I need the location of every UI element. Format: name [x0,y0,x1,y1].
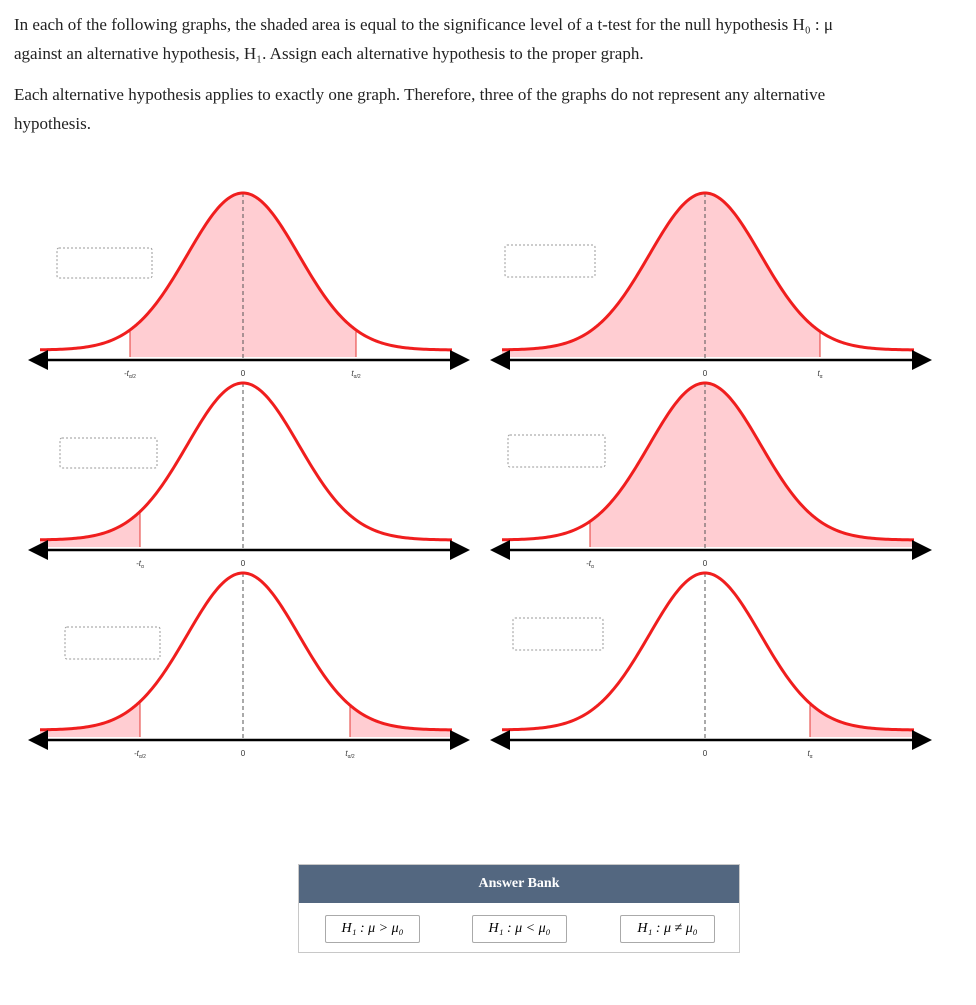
axis-label: -tα/2 [124,369,136,380]
curve [501,571,915,732]
shaded-area [40,701,140,737]
shaded-area [590,383,914,547]
curve [39,191,453,352]
curve [39,381,453,542]
curve [39,571,453,732]
axis-label: 0 [703,559,708,568]
curve [501,191,915,352]
axis-label: tα/2 [345,749,355,760]
answer-option[interactable]: H₁ : μ > μ₀ [325,915,420,943]
shaded-area [130,193,356,357]
axis-label: tα/2 [351,369,361,380]
label-sub: α/2 [139,754,146,760]
axis-label: -tα/2 [134,749,146,760]
label-main: -t [136,559,142,568]
axis-label: 0 [241,559,246,568]
intro-line: In each of the following graphs, the sha… [14,15,833,34]
label-sub: α/2 [348,754,355,760]
drop-target[interactable] [507,434,606,468]
intro: In each of the following graphs, the sha… [14,10,833,68]
label-main: -t [134,749,140,758]
label-main: -t [586,559,592,568]
label-sub: α [810,754,813,760]
label-main: 0 [703,369,708,378]
label-main: -t [124,369,130,378]
axis-label: 0 [703,749,708,758]
axis-label: 0 [241,369,246,378]
note-line: Each alternative hypothesis applies to e… [14,85,826,104]
axis-label: -tα [136,559,144,570]
label-main: t [345,749,348,758]
label-main: 0 [703,749,708,758]
label-sub: α/2 [129,374,136,380]
drop-target[interactable] [59,437,158,469]
graphs: -tα/2 0 tα/2 0 tα-tα 0 -tα 0-tα/2 0 tα/2 0 tα [28,191,932,760]
axis-label: 0 [703,369,708,378]
label-main: 0 [703,559,708,568]
label-sub: α/2 [354,374,361,380]
answer-bank-title: Answer Bank [299,865,739,903]
note-line: hypothesis. [14,114,91,133]
label-main: 0 [241,749,246,758]
shaded-area [502,193,820,357]
shaded-area [350,705,452,737]
intro-line: against an alternative hypothesis, H₁. A… [14,44,644,63]
axis-label: tα [807,749,812,760]
label-sub: α [820,374,823,380]
answer-option[interactable]: H₁ : μ ≠ μ₀ [620,915,715,943]
drop-target[interactable] [64,626,161,660]
axis-label: tα [817,369,822,380]
label-main: t [817,369,820,378]
label-main: 0 [241,369,246,378]
axis-label: 0 [241,749,246,758]
label-main: t [807,749,810,758]
label-main: t [351,369,354,378]
drop-target[interactable] [56,247,153,279]
answer-bank: Answer Bank H₁ : μ > μ₀ H₁ : μ < μ₀ H₁ :… [298,864,740,953]
note: Each alternative hypothesis applies to e… [14,80,825,138]
drop-target[interactable] [504,244,596,278]
drop-target[interactable] [512,617,604,651]
answer-option[interactable]: H₁ : μ < μ₀ [472,915,567,943]
label-sub: α [591,564,594,570]
shaded-area [810,703,914,737]
label-sub: α [141,564,144,570]
axis-label: -tα [586,559,594,570]
curve [501,381,915,542]
label-main: 0 [241,559,246,568]
shaded-area [40,511,140,547]
